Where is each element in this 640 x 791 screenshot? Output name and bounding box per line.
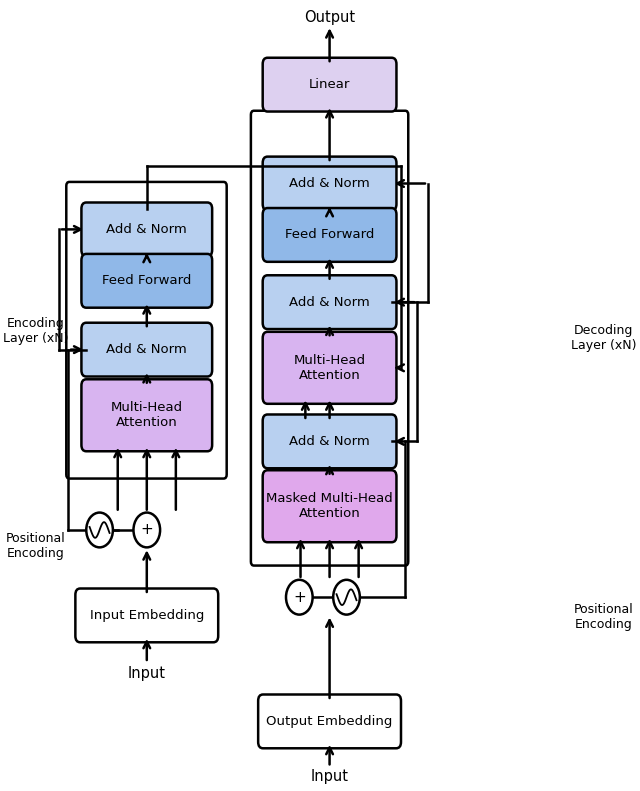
FancyBboxPatch shape [81,254,212,308]
Text: Input: Input [310,770,349,784]
Text: Output: Output [304,10,355,25]
FancyBboxPatch shape [81,202,212,256]
FancyBboxPatch shape [262,58,396,112]
FancyBboxPatch shape [262,414,396,468]
Text: Feed Forward: Feed Forward [285,229,374,241]
Circle shape [134,513,160,547]
Text: Add & Norm: Add & Norm [289,435,370,448]
FancyBboxPatch shape [262,470,396,543]
Text: Output Embedding: Output Embedding [266,715,393,728]
Text: Input: Input [128,667,166,681]
Text: Positional
Encoding: Positional Encoding [6,532,66,560]
FancyBboxPatch shape [258,694,401,748]
Circle shape [286,580,312,615]
Text: Positional
Encoding: Positional Encoding [574,603,634,631]
Text: Add & Norm: Add & Norm [289,296,370,308]
FancyBboxPatch shape [76,589,218,642]
FancyBboxPatch shape [262,275,396,329]
Text: Encoding
Layer (xN): Encoding Layer (xN) [3,316,68,345]
Text: +: + [293,590,306,604]
Circle shape [86,513,113,547]
Text: Add & Norm: Add & Norm [106,343,187,356]
Text: Add & Norm: Add & Norm [289,177,370,190]
Text: Multi-Head
Attention: Multi-Head Attention [294,354,365,382]
FancyBboxPatch shape [262,157,396,210]
Text: Linear: Linear [309,78,350,91]
Text: +: + [140,523,153,537]
Circle shape [333,580,360,615]
Text: Add & Norm: Add & Norm [106,223,187,236]
FancyBboxPatch shape [81,380,212,451]
Text: Input Embedding: Input Embedding [90,609,204,622]
Text: Decoding
Layer (xN): Decoding Layer (xN) [571,324,637,352]
FancyBboxPatch shape [262,332,396,403]
Text: Multi-Head
Attention: Multi-Head Attention [111,401,183,430]
Text: Feed Forward: Feed Forward [102,274,191,287]
Text: Masked Multi-Head
Attention: Masked Multi-Head Attention [266,492,393,520]
FancyBboxPatch shape [262,208,396,262]
FancyBboxPatch shape [81,323,212,377]
